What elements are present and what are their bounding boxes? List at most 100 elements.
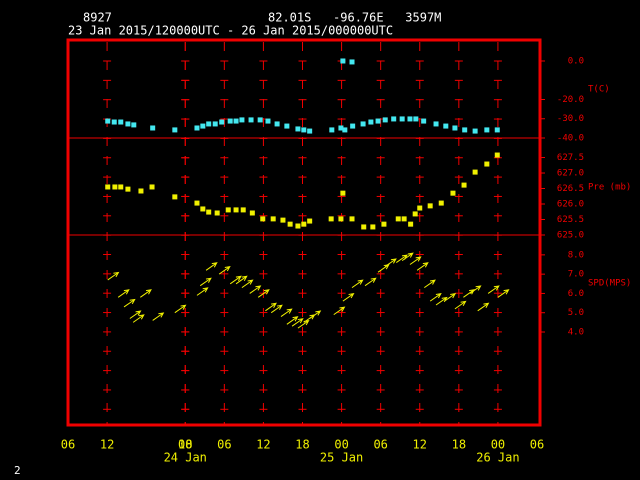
x-tick-label: 06	[373, 438, 387, 452]
data-point	[280, 217, 286, 223]
wind-arrow	[218, 266, 231, 275]
data-point	[274, 121, 280, 127]
y-axis-label: Pre (mb)	[588, 183, 631, 193]
data-point	[200, 206, 206, 212]
wind-arrow	[487, 285, 500, 294]
data-point	[284, 123, 290, 129]
wind-arrow	[416, 262, 429, 271]
wind-arrow	[265, 302, 277, 312]
data-point	[105, 184, 111, 190]
wind-arrow	[409, 256, 422, 265]
data-point	[349, 59, 355, 65]
data-point	[257, 117, 263, 123]
data-point	[194, 200, 200, 206]
data-point	[443, 123, 449, 129]
data-point	[370, 224, 376, 230]
wind-arrow	[333, 306, 346, 316]
data-point	[206, 121, 212, 127]
data-point	[131, 122, 137, 128]
wind-arrow	[123, 298, 136, 308]
y-tick-label: -30.0	[557, 114, 584, 124]
data-point	[412, 211, 418, 217]
data-point	[206, 209, 212, 215]
wind-arrow	[140, 289, 152, 298]
data-point	[307, 128, 313, 134]
y-tick-label: 6.0	[568, 289, 584, 299]
wind-arrow	[342, 293, 355, 302]
data-point	[287, 221, 293, 227]
data-point	[338, 216, 344, 222]
data-point	[200, 123, 206, 129]
wind-arrow	[205, 262, 218, 271]
data-point	[172, 194, 178, 200]
data-point	[111, 119, 117, 125]
data-point	[295, 126, 301, 132]
y-axis-label: SPD(MPS)	[588, 279, 631, 289]
data-point	[295, 223, 301, 229]
data-point	[349, 216, 355, 222]
data-point	[138, 188, 144, 194]
wind-arrow	[174, 304, 187, 314]
wind-arrow	[463, 289, 475, 298]
wind-arrow	[497, 289, 510, 298]
y-tick-label: -40.0	[557, 134, 584, 144]
wind-arrow	[429, 293, 442, 302]
data-point	[408, 221, 414, 227]
wind-arrow	[424, 279, 436, 289]
y-tick-label: 7.0	[568, 270, 584, 280]
data-point	[462, 127, 468, 133]
data-point	[381, 221, 387, 227]
data-point	[342, 127, 348, 133]
data-point	[233, 118, 239, 124]
data-point	[225, 207, 231, 213]
wind-arrow	[377, 264, 390, 273]
wind-arrow	[384, 258, 397, 267]
data-point	[350, 123, 356, 129]
data-point	[125, 121, 131, 127]
data-point	[427, 203, 433, 209]
data-point	[450, 190, 456, 196]
data-point	[484, 127, 490, 133]
data-point	[212, 121, 218, 127]
data-point	[248, 117, 254, 123]
data-point	[395, 216, 401, 222]
data-point	[329, 127, 335, 133]
wind-arrow	[132, 314, 145, 323]
wind-arrow	[280, 308, 293, 317]
x-tick-label: 00	[178, 438, 192, 452]
wind-arrow	[401, 252, 414, 262]
wind-arrow	[469, 285, 482, 294]
data-point	[307, 218, 313, 224]
data-point	[452, 125, 458, 131]
data-point	[494, 127, 500, 133]
data-point	[301, 221, 307, 227]
wind-arrow	[364, 277, 377, 287]
wind-arrow	[270, 304, 283, 314]
plot-frame	[66, 38, 542, 427]
y-tick-label: 4.0	[568, 328, 584, 338]
wind-arrow	[129, 310, 142, 319]
data-point	[461, 182, 467, 188]
data-point	[172, 127, 178, 133]
station-id: 8927	[83, 11, 112, 25]
x-tick-label: 00	[334, 438, 348, 452]
data-point	[105, 118, 111, 124]
x-tick-label: 06	[217, 438, 231, 452]
wind-arrow	[249, 285, 262, 294]
wind-arrow	[241, 279, 254, 289]
data-point	[484, 161, 490, 167]
data-point	[149, 184, 155, 190]
data-point	[472, 169, 478, 175]
x-tick-label: 06	[61, 438, 75, 452]
data-point	[494, 152, 500, 158]
date-label: 25 Jan	[320, 451, 363, 465]
data-point	[233, 207, 239, 213]
data-point	[118, 184, 124, 190]
data-point	[438, 200, 444, 206]
y-axis-label: T(C)	[588, 85, 610, 95]
date-label: 26 Jan	[476, 451, 519, 465]
station-location: 82.01S -96.76E 3597M	[268, 11, 441, 25]
data-point	[368, 119, 374, 125]
